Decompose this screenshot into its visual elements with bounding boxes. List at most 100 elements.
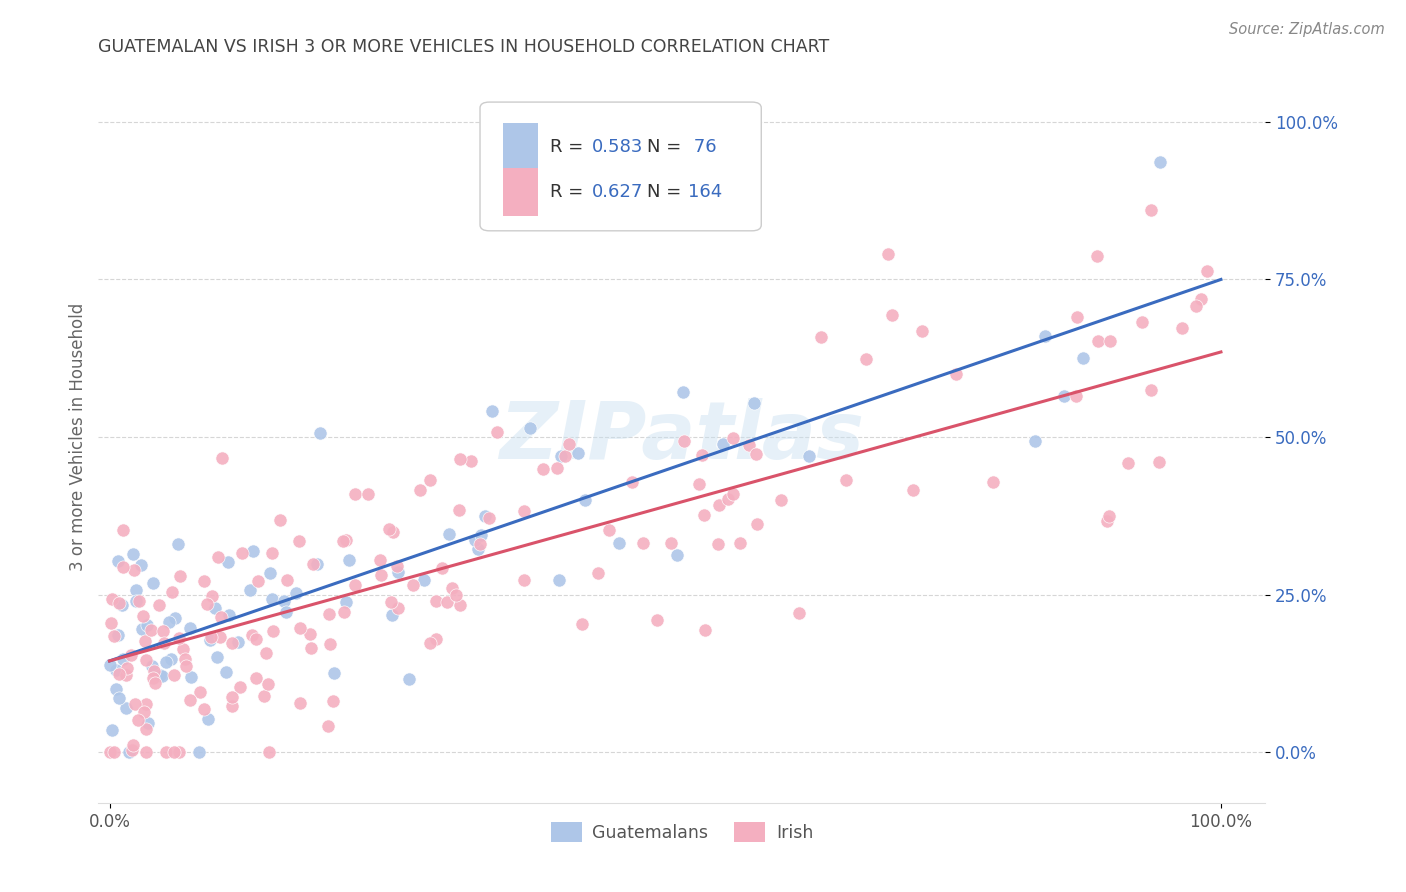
Point bbox=[301, 557, 323, 571]
Point bbox=[108, 596, 131, 610]
Point bbox=[103, 628, 125, 642]
Point bbox=[430, 560, 453, 574]
Point bbox=[180, 670, 202, 684]
Point bbox=[738, 438, 761, 452]
Point bbox=[717, 492, 740, 507]
Point bbox=[745, 447, 768, 461]
Point bbox=[381, 607, 404, 622]
Point bbox=[260, 592, 283, 607]
Point bbox=[513, 574, 536, 588]
Point bbox=[155, 655, 177, 669]
Point bbox=[98, 745, 121, 759]
Point bbox=[693, 623, 716, 637]
Point bbox=[121, 738, 143, 752]
Point bbox=[122, 563, 145, 577]
Point bbox=[201, 589, 224, 603]
Point bbox=[124, 698, 146, 712]
Point bbox=[880, 308, 903, 322]
Point bbox=[179, 621, 201, 635]
Point bbox=[120, 648, 142, 662]
Point bbox=[707, 537, 730, 551]
Point bbox=[193, 574, 215, 588]
Point bbox=[387, 601, 409, 615]
Point bbox=[1024, 434, 1046, 448]
Point bbox=[167, 745, 190, 759]
Point bbox=[143, 676, 166, 690]
Text: N =: N = bbox=[647, 137, 688, 155]
Point bbox=[193, 702, 215, 716]
Point bbox=[436, 595, 458, 609]
Point bbox=[187, 745, 209, 759]
Point bbox=[981, 475, 1004, 489]
Point bbox=[319, 637, 342, 651]
Point bbox=[464, 533, 486, 548]
Point bbox=[103, 745, 125, 759]
Text: 0.627: 0.627 bbox=[592, 183, 644, 202]
Point bbox=[288, 534, 311, 549]
Point bbox=[136, 716, 159, 731]
Point bbox=[316, 719, 339, 733]
Point bbox=[478, 511, 501, 525]
Point bbox=[1147, 455, 1170, 469]
Point bbox=[118, 745, 141, 759]
Point bbox=[1130, 315, 1153, 329]
Point bbox=[335, 594, 357, 608]
Point bbox=[162, 745, 184, 759]
Point bbox=[245, 671, 267, 685]
Point bbox=[142, 575, 165, 590]
Point bbox=[157, 615, 180, 629]
Point bbox=[688, 476, 710, 491]
Text: R =: R = bbox=[550, 183, 589, 202]
Point bbox=[127, 714, 149, 728]
Text: GUATEMALAN VS IRISH 3 OR MORE VEHICLES IN HOUSEHOLD CORRELATION CHART: GUATEMALAN VS IRISH 3 OR MORE VEHICLES I… bbox=[98, 38, 830, 56]
Point bbox=[111, 523, 134, 537]
Point bbox=[111, 598, 134, 612]
Point bbox=[172, 641, 194, 656]
Point bbox=[481, 404, 503, 418]
Point bbox=[221, 699, 243, 714]
Point bbox=[835, 473, 858, 487]
Point bbox=[470, 537, 492, 551]
Point bbox=[387, 559, 409, 574]
Point bbox=[425, 632, 447, 646]
Point bbox=[299, 627, 322, 641]
Point bbox=[173, 651, 195, 665]
Point bbox=[218, 607, 240, 622]
Point bbox=[107, 554, 129, 568]
Point bbox=[558, 437, 581, 451]
Point bbox=[911, 324, 934, 338]
Point bbox=[169, 568, 191, 582]
Point bbox=[797, 450, 820, 464]
Point bbox=[1064, 389, 1087, 403]
Point bbox=[460, 454, 482, 468]
Point bbox=[167, 537, 190, 551]
Point bbox=[711, 437, 734, 451]
Point bbox=[747, 516, 769, 531]
Point bbox=[1149, 155, 1171, 169]
Point bbox=[160, 651, 183, 665]
Point bbox=[672, 434, 695, 448]
Point bbox=[198, 633, 221, 648]
Point bbox=[148, 599, 170, 613]
Point bbox=[598, 523, 620, 537]
Point bbox=[129, 558, 152, 572]
Point bbox=[1053, 389, 1076, 403]
Point bbox=[659, 536, 682, 550]
Point bbox=[470, 528, 492, 542]
Point bbox=[467, 542, 489, 557]
Point bbox=[100, 592, 122, 607]
Point bbox=[115, 660, 138, 674]
Point bbox=[382, 525, 405, 540]
Point bbox=[531, 462, 554, 476]
Legend: Guatemalans, Irish: Guatemalans, Irish bbox=[544, 815, 820, 849]
Point bbox=[344, 487, 367, 501]
Point bbox=[121, 743, 143, 757]
Point bbox=[332, 533, 354, 548]
Point bbox=[226, 634, 249, 648]
Point bbox=[188, 685, 211, 699]
Point bbox=[150, 669, 173, 683]
Point bbox=[419, 473, 441, 487]
Point bbox=[105, 681, 128, 696]
Point bbox=[217, 556, 239, 570]
Point bbox=[1033, 328, 1056, 343]
